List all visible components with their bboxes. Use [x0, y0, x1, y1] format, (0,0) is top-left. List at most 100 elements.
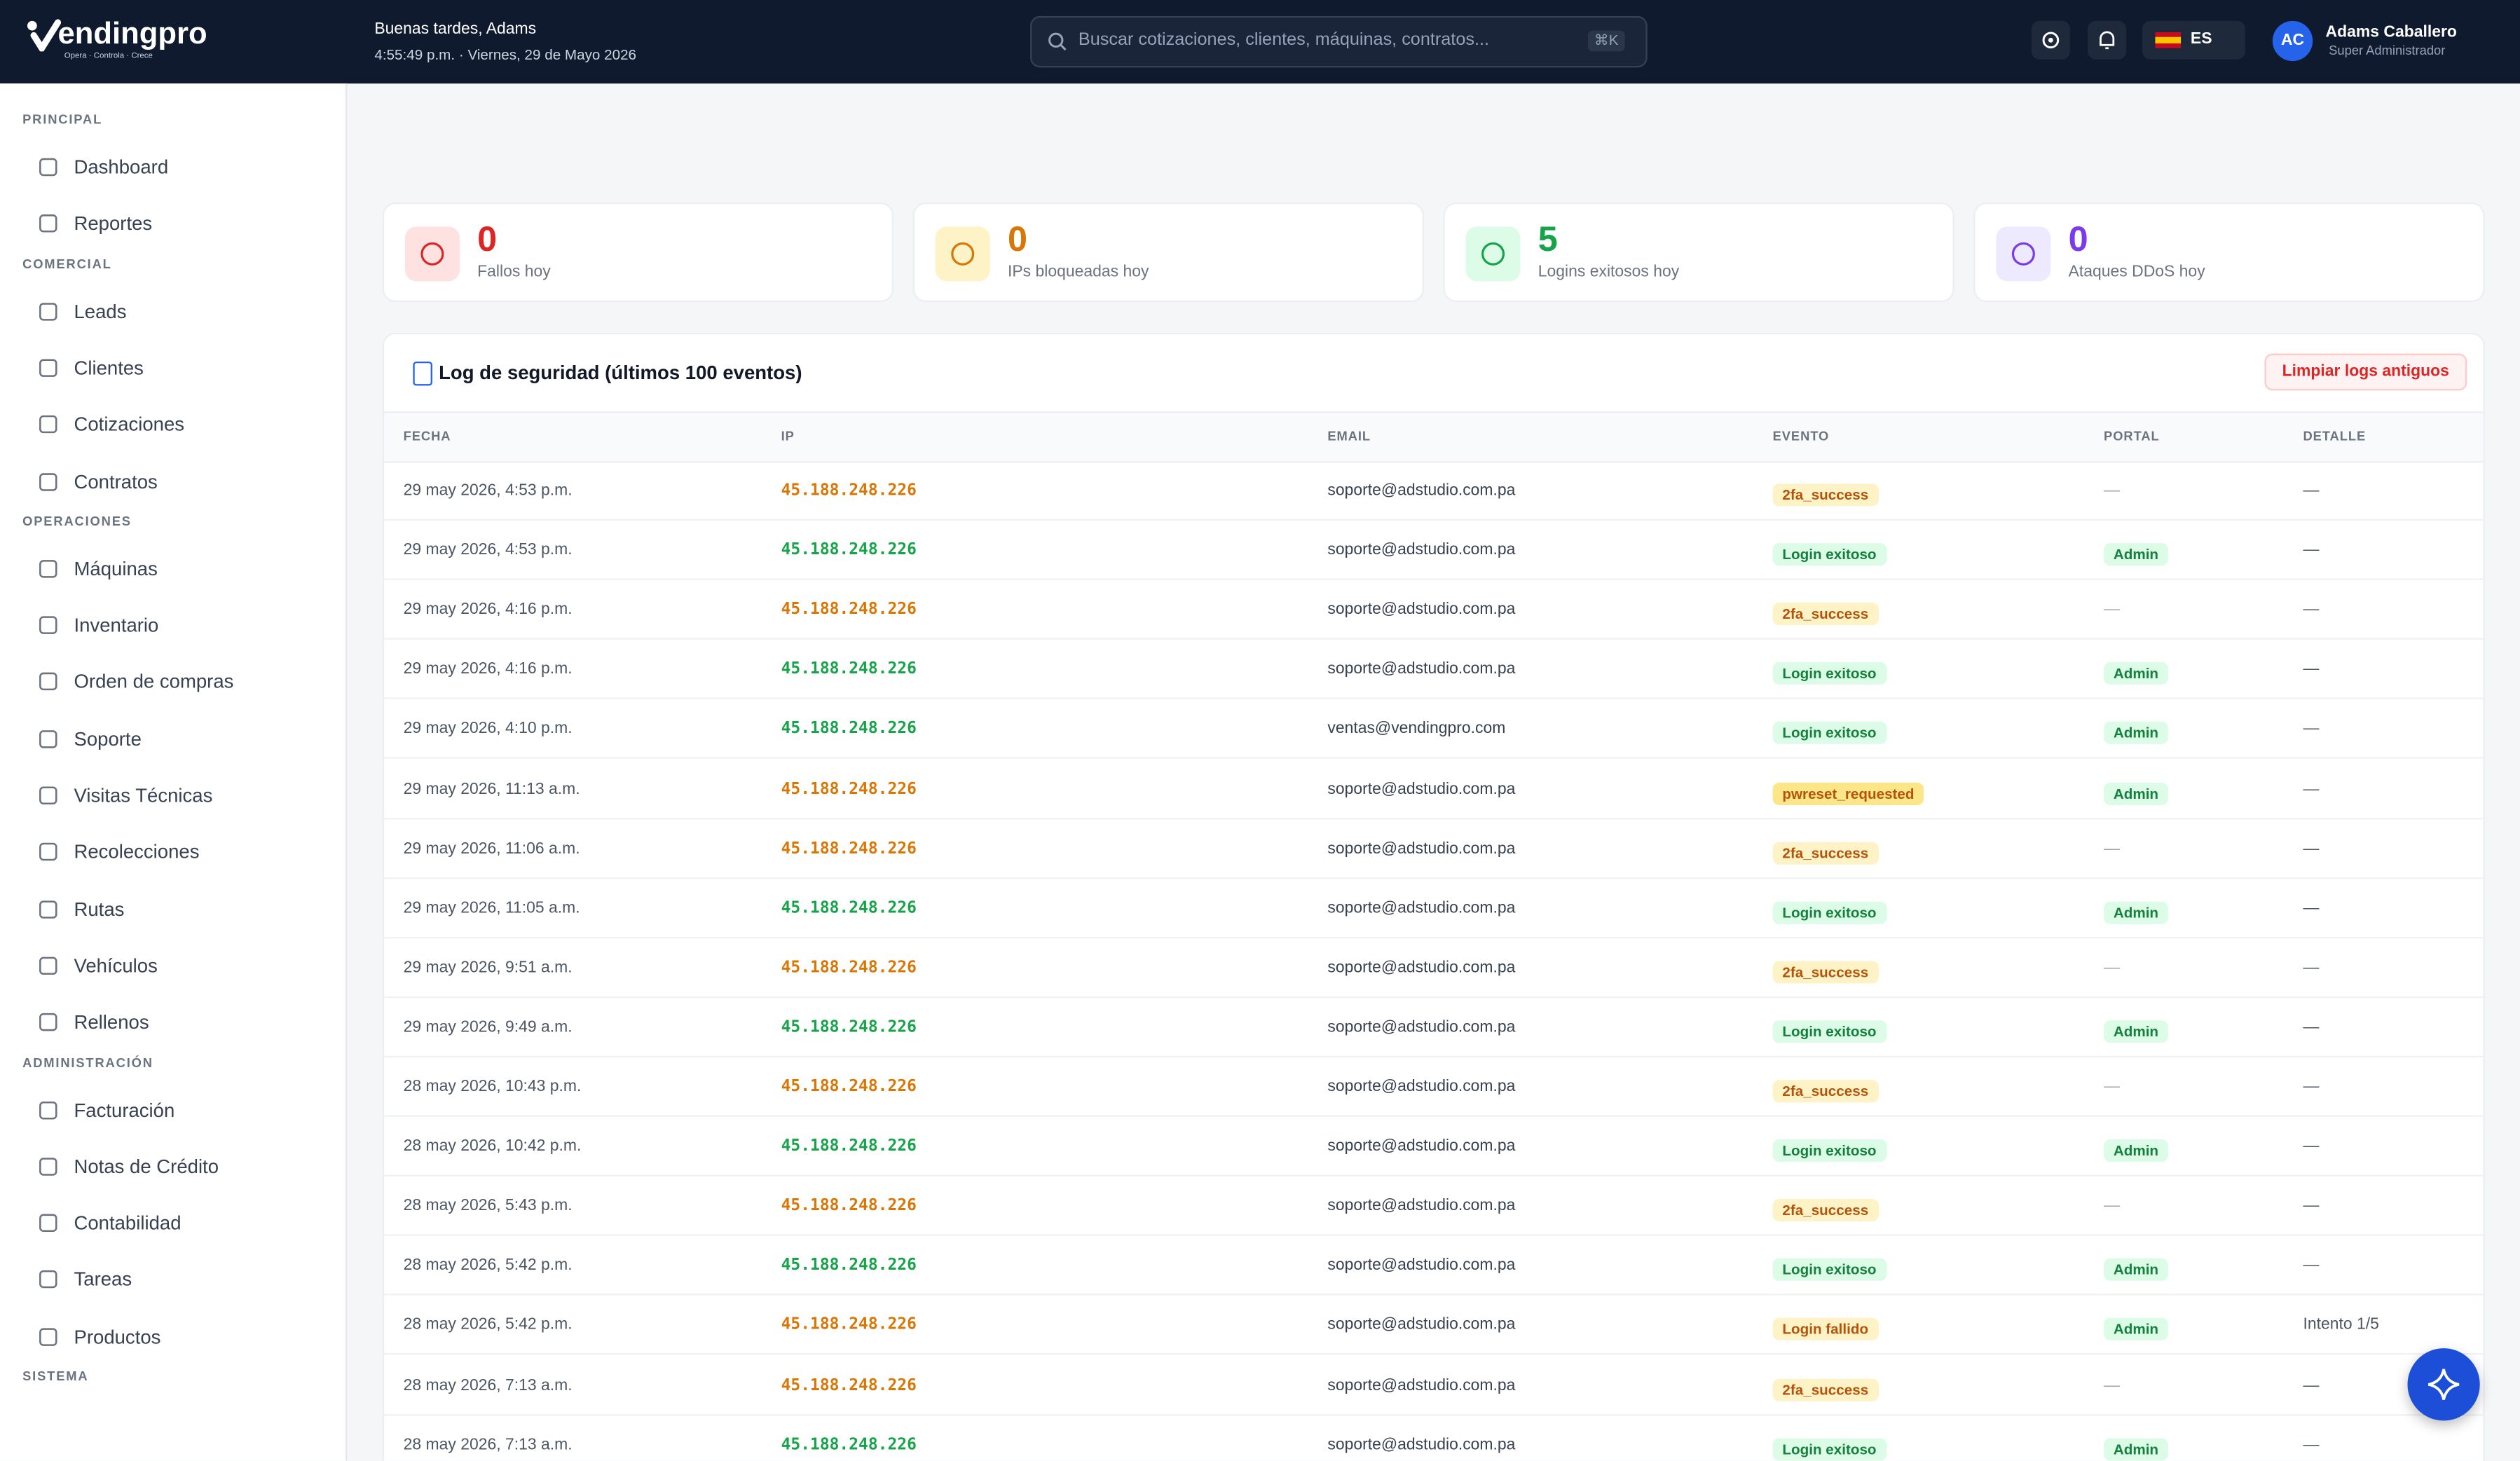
email: soporte@adstudio.com.pa [1327, 839, 1516, 858]
nav-label: Inventario [74, 614, 159, 637]
stat-card: 0 IPs bloqueadas hoy [912, 202, 1424, 303]
section-title: SISTEMA [22, 1369, 89, 1384]
nav-label: Rutas [74, 898, 125, 921]
nav-item[interactable]: Cotizaciones [16, 402, 329, 447]
nav-label: Facturación [74, 1098, 175, 1121]
nav-item[interactable]: Visitas Técnicas [16, 773, 329, 818]
nav-label: Contabilidad [74, 1212, 182, 1235]
portal-badge: Admin [2104, 781, 2168, 804]
date: 28 may 2026, 10:42 p.m. [403, 1137, 582, 1156]
log-title: Log de seguridad (últimos 100 eventos) [439, 362, 802, 385]
nav-item[interactable]: Reportes [16, 201, 329, 246]
email: soporte@adstudio.com.pa [1327, 899, 1516, 917]
log-icon [413, 362, 432, 386]
nav-item[interactable]: Contabilidad [16, 1200, 329, 1245]
email: soporte@adstudio.com.pa [1327, 1436, 1516, 1454]
stat-icon [404, 226, 460, 282]
nav-item[interactable]: Dashboard [16, 144, 329, 189]
row-divider [384, 519, 2484, 521]
ip: 45.188.248.226 [781, 601, 917, 619]
date: 28 may 2026, 5:42 p.m. [403, 1257, 573, 1275]
detail: — [2303, 482, 2320, 500]
detail: — [2303, 1376, 2320, 1394]
event-badge: Login fallido [1772, 1318, 1878, 1341]
ip: 45.188.248.226 [781, 1317, 917, 1335]
section-title: PRINCIPAL [22, 112, 103, 128]
assistant-button[interactable] [2407, 1348, 2480, 1421]
date: 29 may 2026, 11:05 a.m. [403, 899, 580, 917]
email: soporte@adstudio.com.pa [1327, 542, 1516, 560]
search-placeholder: Buscar cotizaciones, clientes, máquinas,… [1078, 30, 1490, 50]
nav-item[interactable]: Clientes [16, 345, 329, 390]
nav-label: Máquinas [74, 557, 158, 580]
stat-label: Logins exitosos hoy [1538, 263, 1680, 282]
language-button[interactable]: ES [2142, 20, 2245, 60]
row-divider [384, 1055, 2484, 1057]
column-header: FECHA [403, 429, 451, 444]
nav-label: Vehículos [74, 954, 158, 978]
search-box[interactable]: Buscar cotizaciones, clientes, máquinas,… [1030, 15, 1648, 68]
portal-badge: Admin [2104, 722, 2168, 745]
detail: Intento 1/5 [2303, 1317, 2379, 1335]
date: 29 may 2026, 9:49 a.m. [403, 1018, 573, 1036]
column-header: PORTAL [2104, 429, 2160, 444]
column-header: DETALLE [2303, 429, 2367, 444]
ip: 45.188.248.226 [781, 959, 917, 977]
detail: — [2303, 1078, 2320, 1097]
event-badge: 2fa_success [1772, 483, 1878, 507]
nav-item[interactable]: Recolecciones [16, 830, 329, 874]
detail: — [2303, 899, 2320, 917]
email: soporte@adstudio.com.pa [1327, 959, 1516, 977]
avatar[interactable]: AC [2272, 20, 2313, 62]
notifications-button[interactable] [2088, 20, 2127, 60]
sidebar: PRINCIPAL Dashboard Reportes COMERCIAL Leads… [0, 83, 348, 1461]
settings-button[interactable] [2031, 20, 2070, 60]
nav-item[interactable]: Productos [16, 1314, 329, 1359]
nav-label: Visitas Técnicas [74, 784, 213, 807]
nav-item[interactable]: Vehículos [16, 943, 329, 988]
clear-button[interactable]: Limpiar logs antiguos [2264, 353, 2467, 391]
date: 29 may 2026, 4:16 p.m. [403, 661, 573, 679]
ip: 45.188.248.226 [781, 542, 917, 560]
log-card: Log de seguridad (últimos 100 eventos) Li… [382, 332, 2485, 1461]
nav-item[interactable]: Máquinas [16, 546, 329, 591]
event-badge: 2fa_success [1772, 960, 1878, 984]
ip: 45.188.248.226 [781, 1198, 917, 1216]
row-divider [384, 1115, 2484, 1117]
date: 29 may 2026, 11:06 a.m. [403, 839, 580, 858]
ip: 45.188.248.226 [781, 780, 917, 798]
nav-item[interactable]: Inventario [16, 603, 329, 647]
nav-item[interactable]: Rellenos [16, 1000, 329, 1045]
nav-item[interactable]: Contratos [16, 459, 329, 504]
email: soporte@adstudio.com.pa [1327, 482, 1516, 500]
portal: — [2104, 482, 2120, 500]
date: 28 may 2026, 10:43 p.m. [403, 1078, 582, 1097]
portal: — [2104, 1198, 2120, 1216]
nav-item[interactable]: Orden de compras [16, 659, 329, 704]
portal-badge: Admin [2104, 1258, 2168, 1282]
nav-item[interactable]: Facturación [16, 1087, 329, 1132]
nav-item[interactable]: Soporte [16, 716, 329, 761]
row-divider [384, 1174, 2484, 1177]
row-divider [384, 638, 2484, 640]
nav-item[interactable]: Rutas [16, 886, 329, 931]
stat-label: Ataques DDoS hoy [2068, 263, 2205, 282]
row-divider [384, 578, 2484, 581]
date: 29 may 2026, 4:53 p.m. [403, 482, 573, 500]
nav-item[interactable]: Tareas [16, 1257, 329, 1302]
ip: 45.188.248.226 [781, 482, 917, 500]
email: soporte@adstudio.com.pa [1327, 1317, 1516, 1335]
nav-item[interactable]: Notas de Crédito [16, 1144, 329, 1188]
nav-item[interactable]: Leads [16, 289, 329, 334]
row-divider [384, 757, 2484, 760]
nav-label: Recolecciones [74, 841, 200, 864]
event-badge: pwreset_requested [1772, 781, 1924, 804]
datetime: 4:55:49 p.m. · Viernes, 29 de Mayo 2026 [374, 46, 637, 63]
email: soporte@adstudio.com.pa [1327, 780, 1516, 798]
table-header [384, 411, 2484, 463]
ip: 45.188.248.226 [781, 899, 917, 917]
row-divider [384, 1294, 2484, 1296]
detail: — [2303, 1137, 2320, 1156]
email: soporte@adstudio.com.pa [1327, 1137, 1516, 1156]
